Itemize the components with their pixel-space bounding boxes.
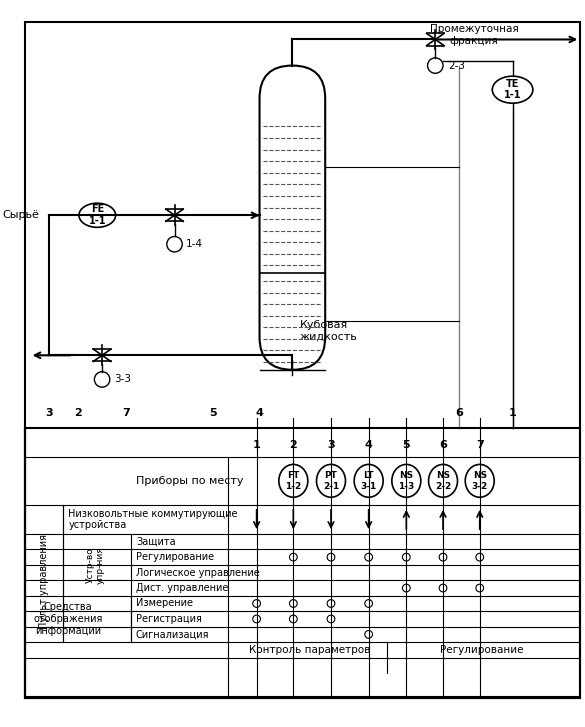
Text: 2-3: 2-3	[448, 60, 465, 71]
Text: Низковольтные коммутирующие
устройства: Низковольтные коммутирующие устройства	[68, 509, 238, 530]
Text: Сигнализация: Сигнализация	[136, 630, 209, 640]
Text: 6: 6	[456, 409, 463, 418]
Text: Защита: Защита	[136, 537, 176, 547]
FancyBboxPatch shape	[260, 65, 325, 370]
Text: 7: 7	[122, 409, 130, 418]
Text: 5: 5	[209, 409, 217, 418]
Text: 7: 7	[476, 440, 484, 450]
Text: Регулирование: Регулирование	[440, 645, 524, 655]
Text: TE
1-1: TE 1-1	[504, 79, 521, 100]
Text: NS
3-2: NS 3-2	[472, 471, 488, 491]
Text: Сырьё: Сырьё	[2, 210, 39, 220]
Text: Кубовая
жидкость: Кубовая жидкость	[300, 321, 358, 342]
Text: 1: 1	[253, 440, 260, 450]
Text: Устр-во
упр-ния: Устр-во упр-ния	[85, 546, 105, 584]
Text: FE
1-1: FE 1-1	[88, 204, 106, 226]
Text: LT
3-1: LT 3-1	[360, 471, 377, 491]
Text: 2: 2	[290, 440, 297, 450]
Text: 1: 1	[509, 409, 517, 418]
Text: Регистрация: Регистрация	[136, 614, 202, 624]
Text: 5: 5	[402, 440, 410, 450]
Text: Пульт управления: Пульт управления	[39, 534, 49, 629]
Text: Контроль параметров: Контроль параметров	[249, 645, 370, 655]
Text: Дист. управление: Дист. управление	[136, 583, 228, 593]
Text: 3-3: 3-3	[113, 374, 130, 385]
Text: 4: 4	[364, 440, 373, 450]
Text: Логическое управление: Логическое управление	[136, 568, 260, 577]
Text: Регулирование: Регулирование	[136, 552, 214, 562]
Text: Средства
отображения
информации: Средства отображения информации	[33, 603, 103, 635]
Text: NS
2-2: NS 2-2	[435, 471, 451, 491]
Text: PT
2-1: PT 2-1	[323, 471, 339, 491]
Text: 4: 4	[256, 409, 263, 418]
Text: 6: 6	[439, 440, 447, 450]
Bar	[25, 427, 580, 698]
Text: Промежуточная
фракция: Промежуточная фракция	[429, 24, 518, 46]
Text: Измерение: Измерение	[136, 598, 193, 608]
Text: 3: 3	[45, 409, 53, 418]
Text: 3: 3	[327, 440, 335, 450]
Text: 2: 2	[74, 409, 82, 418]
Text: NS
1-3: NS 1-3	[398, 471, 414, 491]
Text: FT
1-2: FT 1-2	[285, 471, 301, 491]
Text: 1-4: 1-4	[186, 239, 203, 249]
Text: Приборы по месту: Приборы по месту	[136, 476, 243, 486]
